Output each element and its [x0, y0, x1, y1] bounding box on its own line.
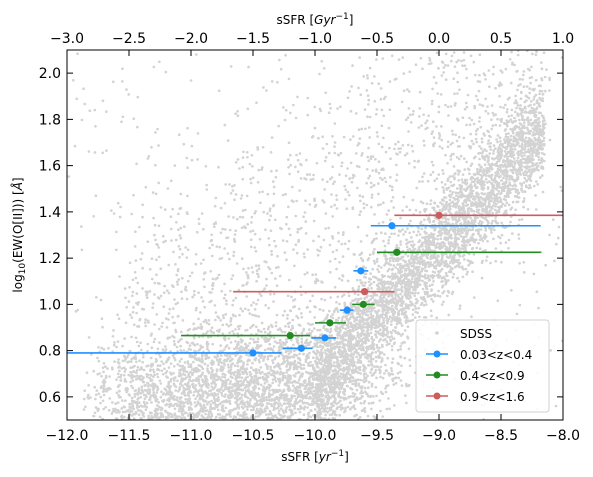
top-x-tick-label-1: −2.5: [112, 31, 146, 47]
top-x-axis-label: sSFR [Gyr−1]: [277, 12, 354, 27]
y-tick-label-6: 1.8: [39, 112, 61, 128]
legend-marker-sdss: [435, 331, 439, 335]
point-series-1-6: [249, 349, 257, 357]
legend-entry-series-3: 0.9<z<1.6: [426, 390, 525, 404]
x-tick-label-0: −12.0: [46, 428, 89, 444]
top-x-tick-label-7: 0.5: [490, 31, 512, 47]
legend: SDSS 0.03<z<0.4 0.4<z<0.9 0.9<z<1.6: [415, 319, 550, 413]
y-tick-label-1: 0.8: [39, 344, 61, 360]
x-tick-label-8: −8.0: [546, 428, 580, 444]
legend-marker-series-1: [433, 350, 441, 358]
x-tick-label-6: −9.0: [422, 428, 456, 444]
top-x-tick-label-0: −3.0: [50, 31, 84, 47]
top-x-tick-label-5: −0.5: [360, 31, 394, 47]
y-tick-label-7: 2.0: [39, 66, 61, 82]
point-series-2-1: [393, 248, 401, 256]
legend-entry-series-1: 0.03<z<0.4: [426, 348, 532, 362]
x-axis-label: sSFR [yr−1]: [281, 449, 349, 464]
y-axis-label: log10(EW(O[II])) [Å]: [10, 177, 28, 292]
legend-label-series-2: 0.4<z<0.9: [460, 369, 525, 383]
point-series-1-2: [357, 267, 365, 275]
point-series-2-3: [326, 319, 334, 327]
point-series-3-2: [361, 288, 369, 296]
point-series-2-2: [359, 300, 367, 308]
series-2: [181, 248, 541, 340]
top-x-tick-label-3: −1.5: [236, 31, 270, 47]
x-tick-label-7: −8.5: [484, 428, 518, 444]
legend-entry-series-2: 0.4<z<0.9: [426, 369, 525, 383]
top-x-tick-label-6: 0.0: [428, 31, 450, 47]
x-tick-label-4: −10.0: [294, 428, 337, 444]
ticks-layer: −12.0 −11.5 −11.0 −10.5 −10.0 −9.5 −9.0 −8.5 −8.…: [39, 31, 580, 444]
sdss-point-cloud: [67, 50, 563, 420]
top-x-tick-label-4: −1.0: [298, 31, 332, 47]
sdss-points: [67, 50, 563, 420]
series-3: [233, 211, 563, 296]
legend-label-sdss: SDSS: [460, 327, 492, 341]
y-tick-label-4: 1.4: [39, 205, 61, 221]
x-tick-label-1: −11.5: [108, 428, 151, 444]
legend-marker-series-2: [433, 371, 441, 379]
top-x-tick-label-8: 1.0: [552, 31, 574, 47]
legend-label-series-1: 0.03<z<0.4: [460, 348, 532, 362]
y-tick-label-0: 0.6: [39, 390, 61, 406]
x-tick-label-5: −9.5: [360, 428, 394, 444]
y-tick-label-3: 1.2: [39, 251, 61, 267]
point-series-3-1: [435, 211, 443, 219]
y-tick-label-5: 1.6: [39, 159, 61, 175]
point-series-1-3: [343, 306, 351, 314]
point-series-1-1: [388, 222, 396, 230]
point-series-1-5: [297, 344, 305, 352]
x-tick-label-3: −10.5: [232, 428, 275, 444]
y-tick-label-2: 1.0: [39, 297, 61, 313]
legend-label-series-3: 0.9<z<1.6: [460, 390, 525, 404]
legend-marker-series-3: [433, 392, 441, 400]
legend-entry-sdss: SDSS: [435, 327, 492, 341]
series-1: [67, 222, 541, 357]
x-tick-label-2: −11.0: [170, 428, 213, 444]
series-layer: [67, 211, 563, 357]
top-x-tick-label-2: −2.0: [174, 31, 208, 47]
point-series-1-4: [321, 334, 329, 342]
legend-box: [415, 319, 550, 413]
point-series-2-4: [286, 331, 294, 340]
